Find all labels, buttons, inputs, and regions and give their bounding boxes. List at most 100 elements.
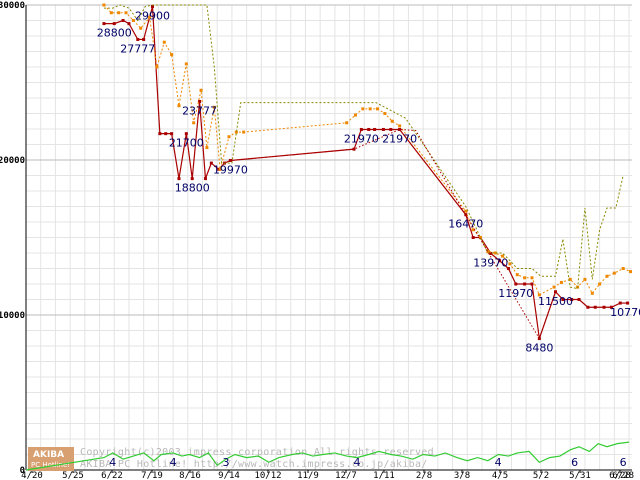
series-point-1 — [605, 274, 609, 278]
x-tick-label: 5/25 — [62, 471, 84, 480]
series-point-1 — [361, 107, 365, 111]
count-label: 4 — [109, 456, 116, 469]
x-tick-label: 1/11 — [373, 471, 395, 480]
x-tick-label: 5/2 — [533, 471, 549, 480]
copyright-text: Copyright(c)2003 impress corporation All… — [80, 447, 434, 458]
series-point-0 — [609, 305, 613, 309]
series-point-1 — [523, 276, 527, 280]
series-point-1 — [170, 53, 174, 57]
series-point-1 — [559, 280, 563, 284]
site-url-text: AKIBA PC Hotline! http://www.watch.impre… — [80, 459, 428, 470]
series-point-0 — [136, 37, 140, 41]
series-point-0 — [398, 127, 402, 131]
series-point-1 — [139, 26, 143, 30]
series-point-0 — [389, 127, 393, 131]
series-point-1 — [598, 282, 602, 286]
series-point-1 — [368, 107, 372, 111]
series-point-1 — [212, 105, 216, 109]
y-tick-label: 0 — [20, 466, 25, 476]
series-point-1 — [376, 107, 380, 111]
x-tick-label: 4/5 — [492, 471, 508, 480]
series-point-1 — [530, 276, 534, 280]
series-point-1 — [621, 267, 625, 270]
price-label: 16470 — [448, 218, 483, 231]
series-point-0 — [561, 298, 565, 301]
price-label: 28800 — [97, 27, 132, 40]
series-point-0 — [498, 259, 502, 263]
series-point-0 — [352, 147, 356, 151]
series-point-0 — [198, 99, 202, 103]
series-point-1 — [131, 19, 135, 22]
x-tick-label: 3/8 — [454, 471, 470, 480]
series-point-1 — [515, 273, 519, 277]
x-tick-label: 10/12 — [254, 471, 281, 480]
series-point-0 — [170, 132, 174, 136]
series-point-1 — [227, 135, 231, 139]
price-label: 11500 — [538, 295, 573, 308]
x-tick-label: 11/9 — [297, 471, 319, 480]
series-point-1 — [177, 104, 181, 108]
count-label: 4 — [353, 456, 360, 469]
x-tick-label: 4/20 — [21, 471, 43, 480]
y-tick-label: 30000 — [0, 1, 25, 11]
series-point-1 — [205, 146, 209, 150]
series-point-1 — [508, 262, 512, 266]
price-label: 10770 — [610, 306, 640, 319]
price-label: 8480 — [525, 342, 553, 355]
series-line-1 — [103, 4, 631, 296]
count-label: 4 — [170, 456, 177, 469]
price-label: 11970 — [498, 287, 533, 300]
series-point-0 — [514, 282, 518, 286]
series-point-0 — [158, 132, 162, 136]
price-label: 18800 — [175, 182, 210, 195]
series-point-0 — [373, 127, 377, 131]
x-tick-label: 9/14 — [218, 471, 240, 480]
x-tick-label: 6/28 — [612, 471, 634, 480]
series-point-0 — [367, 127, 371, 131]
series-point-1 — [629, 270, 633, 274]
series-point-1 — [390, 119, 394, 123]
series-point-0 — [586, 305, 590, 309]
series-point-1 — [464, 209, 468, 213]
series-point-0 — [112, 22, 116, 26]
series-point-1 — [199, 88, 203, 92]
price-label: 13970 — [473, 256, 508, 269]
series-point-0 — [471, 236, 475, 239]
price-label: 29900 — [135, 10, 170, 23]
series-point-0 — [530, 282, 534, 286]
series-line-2 — [103, 4, 624, 290]
series-point-1 — [102, 3, 106, 7]
grid-lines — [25, 4, 632, 471]
series-point-1 — [383, 112, 387, 115]
series-point-0 — [190, 177, 194, 181]
series-line-4 — [25, 441, 630, 471]
y-tick-label: 10000 — [0, 311, 25, 321]
series-point-1 — [234, 130, 238, 134]
series-point-0 — [359, 127, 363, 131]
price-label: 21970 — [344, 132, 379, 145]
series-point-1 — [537, 293, 541, 297]
x-tick-label: 2/8 — [416, 471, 432, 480]
x-tick-label: 6/28 — [609, 471, 631, 480]
series-point-0 — [184, 132, 188, 136]
y-tick-label: 20000 — [0, 156, 25, 166]
series-point-0 — [626, 301, 630, 305]
series-point-1 — [109, 11, 113, 15]
series-point-1 — [398, 124, 402, 128]
series-point-1 — [568, 277, 572, 281]
series-point-0 — [602, 305, 606, 309]
series-line-0 — [103, 6, 628, 339]
series-point-1 — [612, 271, 616, 275]
series-point-0 — [121, 19, 125, 22]
series-point-0 — [618, 301, 622, 305]
watermark: AKIBA PC Hotline! Copyright(c)2003 impre… — [28, 447, 434, 471]
series-point-1 — [345, 121, 349, 125]
series-point-1 — [117, 11, 121, 15]
series-line-3 — [230, 128, 556, 340]
price-label: 23777 — [182, 104, 217, 117]
x-tick-label: 5/31 — [569, 471, 591, 480]
series-point-1 — [590, 291, 594, 295]
series-point-1 — [486, 249, 490, 253]
